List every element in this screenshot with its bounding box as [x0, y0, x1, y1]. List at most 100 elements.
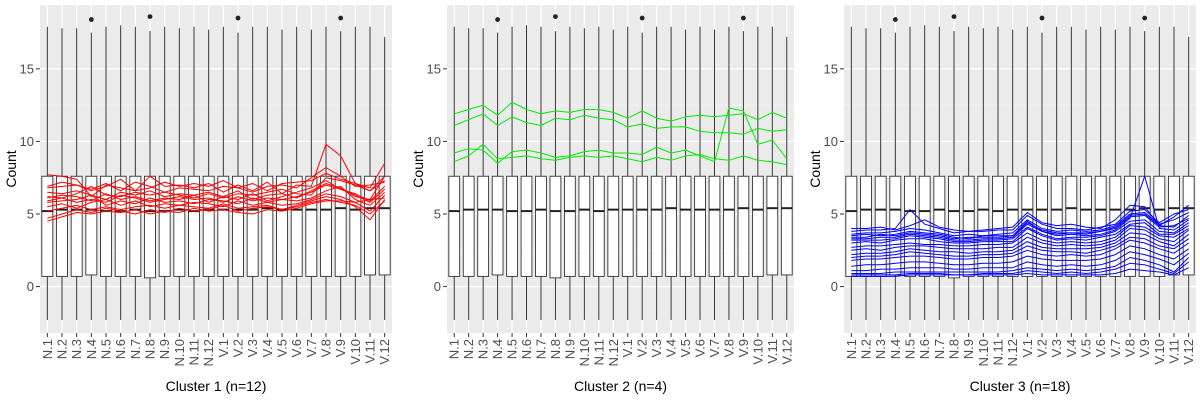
boxplot-V.3: [246, 26, 259, 320]
boxplot-V.11: [364, 26, 376, 320]
series-line-8: [47, 199, 386, 219]
y-tick-label: 0: [831, 279, 838, 294]
x-tick-label: N.9: [961, 339, 976, 359]
box-iqr: [41, 175, 54, 277]
y-axis-title: Count: [807, 150, 823, 187]
boxplot-N.9: [962, 26, 975, 320]
y-axis-title: Count: [410, 150, 426, 187]
series-line-14: [851, 251, 1190, 272]
box-iqr: [549, 175, 562, 279]
x-tick-label: N.5: [99, 339, 114, 359]
series-line-1: [454, 101, 787, 122]
box-iqr: [305, 175, 318, 277]
boxplot-V.12: [780, 36, 793, 320]
box-iqr: [933, 175, 946, 277]
boxplot-V.6: [694, 26, 706, 320]
x-tick-label: N.3: [873, 339, 888, 359]
x-tick-label: N.9: [562, 339, 577, 359]
box-iqr: [665, 175, 677, 277]
boxplot-N.6: [520, 25, 533, 320]
outlier-point: [495, 17, 501, 22]
box-iqr: [845, 175, 858, 277]
x-tick-label: V.9: [333, 339, 348, 357]
x-tick-label: N.6: [917, 339, 932, 359]
outlier-point: [1039, 15, 1045, 21]
box-iqr: [766, 175, 779, 276]
box-iqr: [1065, 175, 1078, 277]
box-iqr: [977, 175, 990, 277]
panel-background: [40, 5, 392, 333]
boxplot-V.4: [665, 26, 677, 320]
boxplot-N.8: [948, 31, 960, 320]
x-tick-label: V.3: [1049, 339, 1064, 357]
boxplot-N.10: [977, 28, 990, 320]
series-line-9: [851, 228, 1190, 251]
series-line-10: [851, 232, 1190, 256]
y-tick-label: 10: [20, 134, 34, 149]
boxplot-N.9: [564, 26, 576, 320]
boxplot-V.3: [650, 26, 663, 320]
series-line-6: [851, 219, 1189, 243]
y-tick-label: 0: [434, 279, 441, 294]
box-iqr: [477, 175, 490, 277]
series-line-11: [47, 177, 385, 199]
box-iqr: [535, 175, 547, 277]
boxplot-N.7: [933, 26, 946, 320]
boxplot-N.6: [918, 25, 931, 320]
series-line-16: [851, 261, 1190, 276]
boxplot-V.10: [349, 26, 362, 320]
x-tick-label: N.12: [201, 339, 216, 366]
series-line-13: [851, 245, 1189, 267]
boxplot-N.3: [70, 28, 83, 320]
boxplot-N.11: [592, 26, 605, 320]
boxplot-V.1: [621, 26, 634, 320]
box-iqr: [860, 175, 872, 277]
y-axis-title: Count: [3, 150, 19, 187]
series-line-4: [454, 143, 787, 166]
x-tick-label: N.3: [69, 339, 84, 359]
x-tick-label: N.11: [187, 339, 202, 366]
boxplot-N.2: [860, 28, 872, 320]
boxplot-N.4: [889, 32, 902, 320]
box-iqr: [564, 175, 576, 277]
x-tick-label: V.2: [1035, 339, 1050, 357]
y-tick-label: 15: [824, 61, 838, 76]
series-line-5: [851, 175, 1189, 241]
x-tick-label: V.11: [1167, 339, 1182, 364]
x-tick-label: V.10: [348, 339, 363, 365]
x-tick-label: N.8: [143, 339, 158, 359]
y-tick-label: 5: [831, 206, 838, 221]
box-iqr: [904, 175, 916, 277]
x-tick-label: N.6: [519, 339, 534, 359]
boxplot-V.2: [636, 32, 649, 320]
series-line-12: [47, 184, 386, 203]
x-tick-label: V.8: [721, 339, 736, 357]
series-line-2: [454, 113, 787, 135]
box-iqr: [992, 175, 1004, 277]
outlier-point: [88, 17, 94, 22]
box-iqr: [232, 175, 244, 277]
box-iqr: [85, 175, 98, 276]
box-iqr: [737, 175, 750, 277]
y-tick-label: 5: [27, 206, 34, 221]
x-tick-label: V.1: [1020, 339, 1035, 357]
box-iqr: [506, 175, 518, 277]
boxplot-V.5: [276, 29, 288, 320]
outlier-point: [147, 14, 153, 20]
x-tick-label: N.7: [932, 339, 947, 359]
boxplot-N.2: [462, 28, 475, 320]
boxplot-V.3: [1050, 26, 1063, 320]
y-tick-label: 10: [824, 134, 838, 149]
x-tick-label: N.1: [40, 339, 55, 359]
series-line-7: [47, 196, 386, 221]
box-iqr: [679, 175, 692, 277]
y-tick-label: 15: [20, 61, 34, 76]
x-tick-label: V.12: [779, 339, 794, 365]
x-tick-label: V.6: [289, 339, 304, 357]
boxplot-V.10: [751, 26, 764, 320]
boxplot-N.1: [41, 26, 54, 320]
x-tick-label: V.4: [1064, 339, 1079, 357]
outlier-point: [553, 14, 558, 20]
series-line-11: [851, 236, 1189, 258]
